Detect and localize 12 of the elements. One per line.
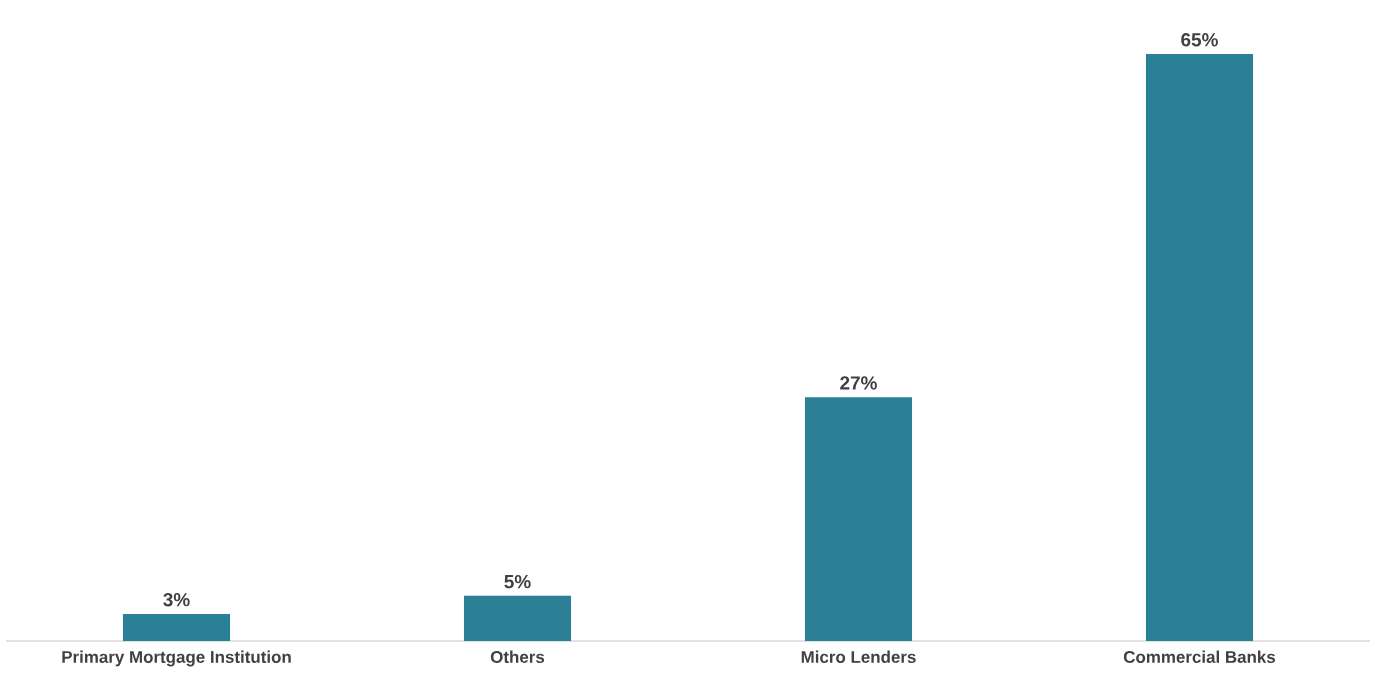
bar [463,595,572,641]
x-tick-label: Primary Mortgage Institution [62,650,291,667]
x-tick-label: Micro Lenders [801,650,916,663]
data-label: 3% [163,592,190,607]
x-tick-label: Commercial Banks [1123,650,1275,663]
x-tick-label: Others [490,650,545,663]
bar [1145,53,1254,641]
data-label: 27% [840,376,877,390]
bar [804,397,913,641]
data-label: 65% [1181,33,1218,47]
data-label: 5% [504,574,531,589]
bar [122,613,231,641]
